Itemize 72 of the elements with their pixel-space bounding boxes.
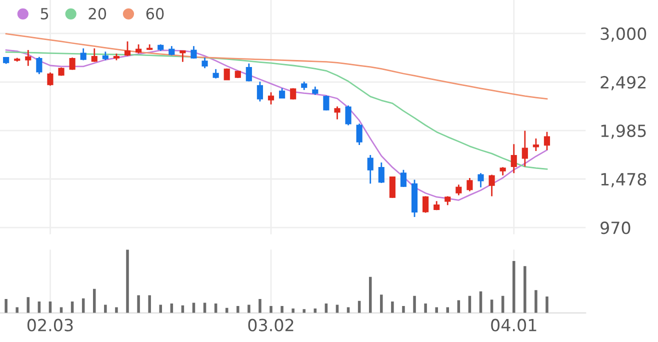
candlestick: [378, 162, 384, 184]
y-tick-label: 2,492: [600, 76, 646, 90]
bar: [435, 307, 438, 313]
legend-label: 60: [146, 8, 164, 20]
bar: [524, 266, 526, 313]
candlestick: [334, 106, 340, 120]
y-tick-label: 1,478: [601, 172, 646, 188]
candlestick: [47, 72, 54, 86]
candlestick: [279, 88, 286, 99]
line-series: [5, 33, 548, 100]
candlestick: [91, 48, 98, 63]
candlestick: [400, 169, 407, 188]
candlestick: [190, 45, 197, 60]
bar: [93, 288, 96, 313]
candlestick: [124, 40, 131, 57]
bar: [413, 296, 416, 313]
bar: [391, 302, 394, 313]
candlestick: [246, 62, 252, 82]
candlestick: [544, 131, 550, 151]
candlestick: [532, 138, 539, 152]
bar: [380, 294, 383, 313]
bar: [159, 304, 162, 313]
candlestick: [456, 184, 462, 196]
candlestick: [25, 49, 32, 67]
bar: [4, 299, 8, 313]
bar: [104, 304, 107, 313]
candlestick: [69, 56, 76, 70]
candlestick: [522, 130, 528, 168]
candlestick: [367, 154, 374, 184]
candlestick: [466, 177, 473, 192]
candlestick: [389, 176, 396, 199]
y-tick-label: 970: [600, 222, 630, 234]
bar: [16, 307, 18, 313]
y-tick-label: 3,000: [600, 27, 646, 42]
x-tick-label: 02.03: [27, 318, 73, 332]
bar: [248, 304, 250, 313]
bar: [302, 309, 306, 313]
bar: [148, 295, 151, 313]
candlestick: [180, 50, 186, 63]
candlestick: [488, 174, 495, 197]
bar: [126, 250, 129, 313]
candlestick: [356, 122, 362, 146]
candlestick: [323, 94, 330, 112]
candlestick: [345, 104, 352, 126]
bar: [137, 295, 140, 313]
bar: [292, 308, 294, 313]
line-series: [5, 49, 548, 201]
candlestick: [36, 56, 42, 75]
candlestick: [268, 92, 274, 106]
legend-label: 5: [40, 8, 48, 20]
candlestick: [212, 68, 219, 80]
bar: [424, 303, 427, 313]
bar: [236, 306, 240, 313]
bar: [512, 261, 516, 313]
candlestick: [168, 45, 175, 56]
bar: [402, 306, 405, 313]
candlestick: [478, 172, 484, 188]
bar: [115, 307, 118, 313]
x-tick-label: 04.01: [491, 318, 536, 332]
bar: [280, 306, 284, 313]
line-series: [5, 51, 548, 170]
bar: [534, 290, 538, 313]
x-tick-label: 03.02: [248, 318, 294, 332]
bar: [258, 299, 262, 313]
candlestick: [422, 196, 429, 214]
y-tick-label: 1,985: [601, 124, 646, 139]
bar: [270, 306, 272, 313]
legend-label: 20: [88, 8, 106, 20]
candlestick: [202, 56, 208, 69]
candlestick: [256, 80, 264, 102]
bar: [546, 296, 548, 313]
candlestick: [510, 143, 517, 174]
